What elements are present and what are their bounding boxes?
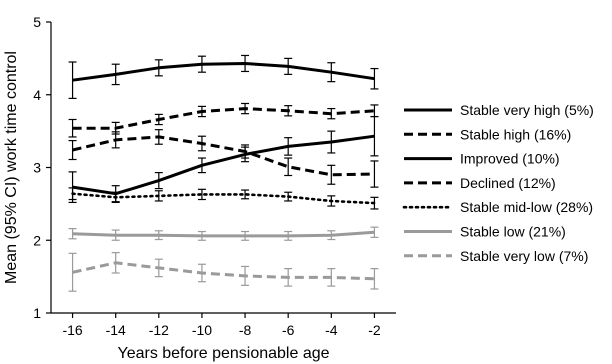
- x-tick-label: -2: [368, 322, 381, 338]
- series-1: [68, 54, 379, 99]
- x-tick-label: -14: [106, 322, 126, 338]
- error-bar: [68, 139, 77, 161]
- series-line: [72, 261, 375, 281]
- error-bar: [68, 252, 77, 292]
- y-tick-label: 5: [33, 14, 41, 30]
- x-tick-label: -16: [62, 322, 82, 338]
- series-7: [68, 252, 379, 292]
- legend-item: Stable very high (5%): [404, 102, 594, 118]
- series-line: [72, 230, 375, 238]
- x-tick-label: -10: [192, 322, 212, 338]
- x-axis-label: Years before pensionable age: [117, 345, 329, 362]
- series-line: [72, 62, 375, 82]
- error-bar: [197, 188, 206, 201]
- y-tick-label: 1: [33, 305, 41, 321]
- error-bar: [68, 118, 77, 138]
- error-bar: [327, 164, 336, 185]
- error-bar: [284, 157, 293, 177]
- series-line: [72, 107, 375, 130]
- legend: Stable very high (5%) Stable high (16%) Im…: [402, 102, 594, 264]
- legend-label: Stable high (16%): [460, 126, 571, 142]
- legend-label: Stable very low (7%): [460, 248, 588, 264]
- legend-label: Stable mid-low (28%): [460, 199, 593, 215]
- series-2: [68, 102, 379, 138]
- plot-area: [68, 54, 379, 292]
- error-bar: [370, 67, 379, 90]
- x-tick-label: -12: [149, 322, 169, 338]
- error-bar: [370, 115, 379, 157]
- legend-label: Stable low (21%): [460, 224, 566, 240]
- error-bar: [370, 268, 379, 290]
- x-tick-label: -8: [239, 322, 252, 338]
- series-6: [68, 226, 379, 241]
- y-tick-label: 3: [33, 160, 41, 176]
- y-axis-label: Mean (95% CI) work time control: [3, 51, 20, 284]
- error-bar: [68, 228, 77, 240]
- legend-label: Improved (10%): [460, 151, 560, 167]
- legend-item: Stable low (21%): [404, 224, 566, 240]
- series-line: [72, 135, 375, 177]
- legend-item: Stable high (16%): [404, 126, 571, 142]
- legend-item: Stable very low (7%): [404, 248, 588, 264]
- error-bar: [370, 160, 379, 188]
- error-bar: [241, 189, 250, 200]
- y-tick-label: 4: [33, 87, 41, 103]
- legend-label: Declined (12%): [460, 175, 556, 191]
- legend-label: Stable very high (5%): [460, 102, 594, 118]
- series-5: [68, 187, 379, 210]
- axes: Mean (95% CI) work time control Years be…: [3, 14, 396, 362]
- error-bar: [68, 61, 77, 99]
- series-4: [68, 129, 379, 188]
- series-line: [71, 192, 376, 205]
- error-bar: [370, 226, 379, 238]
- legend-item: Improved (10%): [404, 151, 560, 167]
- series-line: [72, 134, 375, 196]
- x-tick-label: -6: [282, 322, 295, 338]
- x-tick-label: -4: [325, 322, 338, 338]
- legend-item: Declined (12%): [404, 175, 556, 191]
- legend-item: Stable mid-low (28%): [402, 199, 593, 215]
- y-tick-label: 2: [33, 232, 41, 248]
